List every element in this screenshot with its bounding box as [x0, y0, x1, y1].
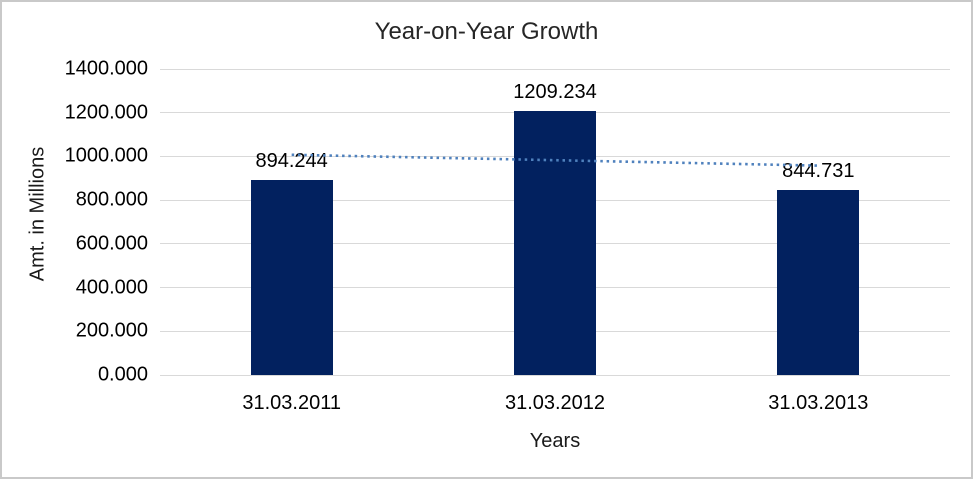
gridline: [160, 374, 950, 376]
y-tick-label: 1400.000: [64, 57, 148, 80]
y-tick-label: 200.000: [75, 319, 148, 342]
bar-value-label: 844.731: [782, 160, 855, 183]
bar-value-label: 1209.234: [513, 80, 597, 103]
x-tick-label: 31.03.2013: [768, 392, 869, 414]
y-tick-label: 1000.000: [64, 144, 148, 167]
chart-title: Year-on-Year Growth: [374, 18, 599, 45]
gridline: [160, 68, 950, 70]
bar-value-label: 894.244: [255, 149, 328, 172]
bar: [250, 179, 333, 375]
y-tick-label: 400.000: [75, 276, 148, 299]
y-tick-label: 0.000: [97, 363, 148, 386]
bar: [777, 190, 860, 375]
plot-area: 894.244 1209.234 844.731: [160, 68, 950, 376]
bar: [514, 110, 596, 375]
y-tick-label: 800.000: [75, 188, 148, 211]
x-tick-label: 31.03.2012: [504, 392, 606, 414]
y-tick-label: 600.000: [75, 232, 148, 255]
x-tick-label: 31.03.2011: [242, 392, 341, 414]
x-axis-title: Years: [529, 430, 581, 452]
y-tick-label: 1200.000: [64, 101, 148, 124]
